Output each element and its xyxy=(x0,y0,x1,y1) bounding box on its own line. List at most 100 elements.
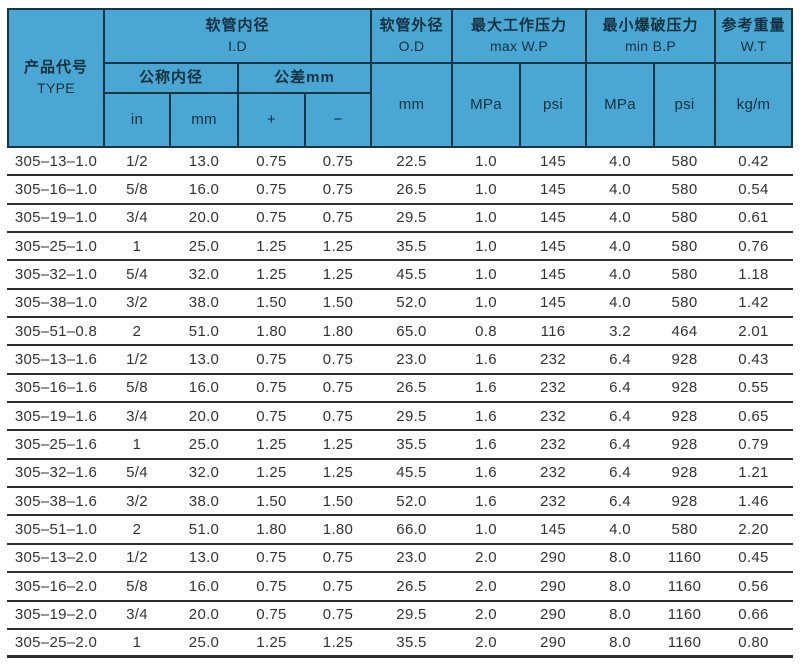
header-nominal-diameter-label: 公称内径 xyxy=(138,68,203,86)
cell-bp-mpa: 6.4 xyxy=(609,492,631,510)
cell-id-mm: 16.0 xyxy=(188,577,220,595)
cell-id-mm: 16.0 xyxy=(188,181,220,199)
cell-wp-mpa: 1.0 xyxy=(475,294,497,312)
header-wt-unit-kgm: kg/m xyxy=(716,64,791,146)
cell-bp-mpa: 3.2 xyxy=(609,322,631,340)
cell-bp-psi: 580 xyxy=(671,209,698,227)
header-inner-diameter-en: I.D xyxy=(228,37,247,54)
header-wp-unit-mpa-label: MPa xyxy=(470,95,502,113)
cell-bp-mpa: 4.0 xyxy=(609,209,631,227)
cell-tolerance-plus: 1.80 xyxy=(256,521,287,539)
cell-bp-psi: 1160 xyxy=(667,549,702,567)
cell-wp-psi: 145 xyxy=(540,237,566,255)
header-reference-weight-group: 参考重量 W.T xyxy=(716,10,791,62)
cell-tolerance-minus: 1.25 xyxy=(322,237,354,255)
cell-product-code: 305–19–1.0 xyxy=(14,209,98,227)
cell-id-mm: 20.0 xyxy=(188,407,220,425)
cell-weight-kgm: 1.18 xyxy=(738,266,769,284)
cell-tolerance-plus: 0.75 xyxy=(256,152,287,170)
cell-wp-psi: 232 xyxy=(540,407,566,425)
cell-tolerance-plus: 1.25 xyxy=(256,464,287,482)
cell-tolerance-minus: 0.75 xyxy=(322,379,354,397)
cell-wp-mpa: 1.6 xyxy=(475,407,497,425)
cell-id-mm: 25.0 xyxy=(188,436,220,454)
cell-weight-kgm: 0.79 xyxy=(738,436,769,454)
cell-tolerance-plus: 1.50 xyxy=(256,492,287,510)
table-row: 305–19–2.0 3/4 20.0 0.75 0.75 29.5 2.0 2… xyxy=(7,602,793,630)
cell-od-mm: 23.0 xyxy=(396,351,427,369)
cell-tolerance-plus: 0.75 xyxy=(256,407,287,425)
cell-weight-kgm: 0.65 xyxy=(738,407,769,425)
cell-bp-mpa: 6.4 xyxy=(609,407,631,425)
cell-tolerance-plus: 1.25 xyxy=(256,266,287,284)
cell-weight-kgm: 0.43 xyxy=(738,351,769,369)
cell-weight-kgm: 0.76 xyxy=(738,237,769,255)
cell-bp-psi: 928 xyxy=(671,379,698,397)
cell-id-mm: 16.0 xyxy=(188,379,220,397)
cell-wp-mpa: 2.0 xyxy=(475,634,497,652)
cell-od-mm: 29.5 xyxy=(396,209,427,227)
header-tolerance: 公差mm xyxy=(239,64,370,92)
cell-wp-mpa: 1.0 xyxy=(475,237,497,255)
header-reference-weight-en: W.T xyxy=(740,37,767,54)
cell-bp-psi: 1160 xyxy=(667,634,702,652)
cell-product-code: 305–51–1.0 xyxy=(14,521,98,539)
cell-tolerance-plus: 0.75 xyxy=(256,181,287,199)
cell-wp-mpa: 1.6 xyxy=(475,464,497,482)
cell-bp-psi: 928 xyxy=(671,464,698,482)
table-row: 305–25–1.6 1 25.0 1.25 1.25 35.5 1.6 232… xyxy=(7,431,793,460)
cell-wp-mpa: 1.6 xyxy=(475,351,497,369)
cell-wp-psi: 290 xyxy=(540,577,566,595)
cell-tolerance-minus: 0.75 xyxy=(322,549,354,567)
cell-bp-psi: 580 xyxy=(671,521,698,539)
hose-spec-table: 产品代号 TYPE 软管内径 I.D 软管外径 O.D 最大工作压力 max W… xyxy=(7,8,793,659)
cell-id-in: 3/2 xyxy=(126,294,148,312)
cell-product-code: 305–32–1.0 xyxy=(14,266,98,284)
cell-tolerance-minus: 0.75 xyxy=(322,351,354,369)
cell-bp-psi: 928 xyxy=(671,351,698,369)
table-row: 305–32–1.6 5/4 32.0 1.25 1.25 45.5 1.6 2… xyxy=(7,460,793,489)
header-unit-in: in xyxy=(105,94,169,146)
cell-tolerance-minus: 1.80 xyxy=(322,322,354,340)
cell-id-in: 5/8 xyxy=(126,181,148,199)
cell-od-mm: 22.5 xyxy=(396,152,427,170)
table-row: 305–51–1.0 2 51.0 1.80 1.80 66.0 1.0 145… xyxy=(7,516,793,545)
header-product-type: 产品代号 TYPE xyxy=(9,10,103,146)
header-max-working-pressure-en: max W.P xyxy=(489,37,549,54)
header-tolerance-minus-label: − xyxy=(333,110,343,128)
cell-weight-kgm: 0.80 xyxy=(738,634,769,652)
cell-product-code: 305–13–2.0 xyxy=(14,549,98,567)
cell-id-in: 1/2 xyxy=(126,152,148,170)
cell-bp-psi: 580 xyxy=(671,181,698,199)
cell-id-mm: 20.0 xyxy=(188,606,220,624)
cell-bp-mpa: 4.0 xyxy=(609,237,631,255)
cell-wp-psi: 232 xyxy=(540,492,566,510)
cell-id-in: 5/8 xyxy=(126,379,148,397)
cell-wp-psi: 145 xyxy=(540,209,566,227)
cell-id-mm: 38.0 xyxy=(188,492,220,510)
cell-id-in: 1 xyxy=(132,436,142,454)
cell-tolerance-plus: 0.75 xyxy=(256,351,287,369)
cell-product-code: 305–16–1.0 xyxy=(14,181,98,199)
header-product-type-en: TYPE xyxy=(37,79,75,96)
cell-id-mm: 13.0 xyxy=(188,549,220,567)
header-max-working-pressure-group: 最大工作压力 max W.P xyxy=(453,10,585,62)
header-product-type-zh: 产品代号 xyxy=(23,59,88,77)
cell-wp-psi: 232 xyxy=(540,436,566,454)
cell-product-code: 305–19–2.0 xyxy=(14,606,98,624)
table-row: 305–19–1.0 3/4 20.0 0.75 0.75 29.5 1.0 1… xyxy=(7,205,793,234)
cell-id-in: 5/8 xyxy=(126,577,148,595)
cell-bp-mpa: 4.0 xyxy=(609,152,631,170)
cell-od-mm: 52.0 xyxy=(396,492,427,510)
cell-od-mm: 52.0 xyxy=(396,294,427,312)
cell-id-mm: 20.0 xyxy=(188,209,220,227)
cell-wp-psi: 116 xyxy=(540,322,566,340)
header-wp-unit-mpa: MPa xyxy=(453,64,519,146)
header-bp-unit-mpa-label: MPa xyxy=(604,95,636,113)
header-tolerance-plus-label: + xyxy=(266,110,277,128)
cell-id-in: 2 xyxy=(132,322,142,340)
header-tolerance-label: 公差mm xyxy=(274,68,335,86)
cell-bp-mpa: 6.4 xyxy=(609,464,631,482)
cell-wp-psi: 145 xyxy=(540,181,566,199)
cell-bp-psi: 1160 xyxy=(667,577,702,595)
